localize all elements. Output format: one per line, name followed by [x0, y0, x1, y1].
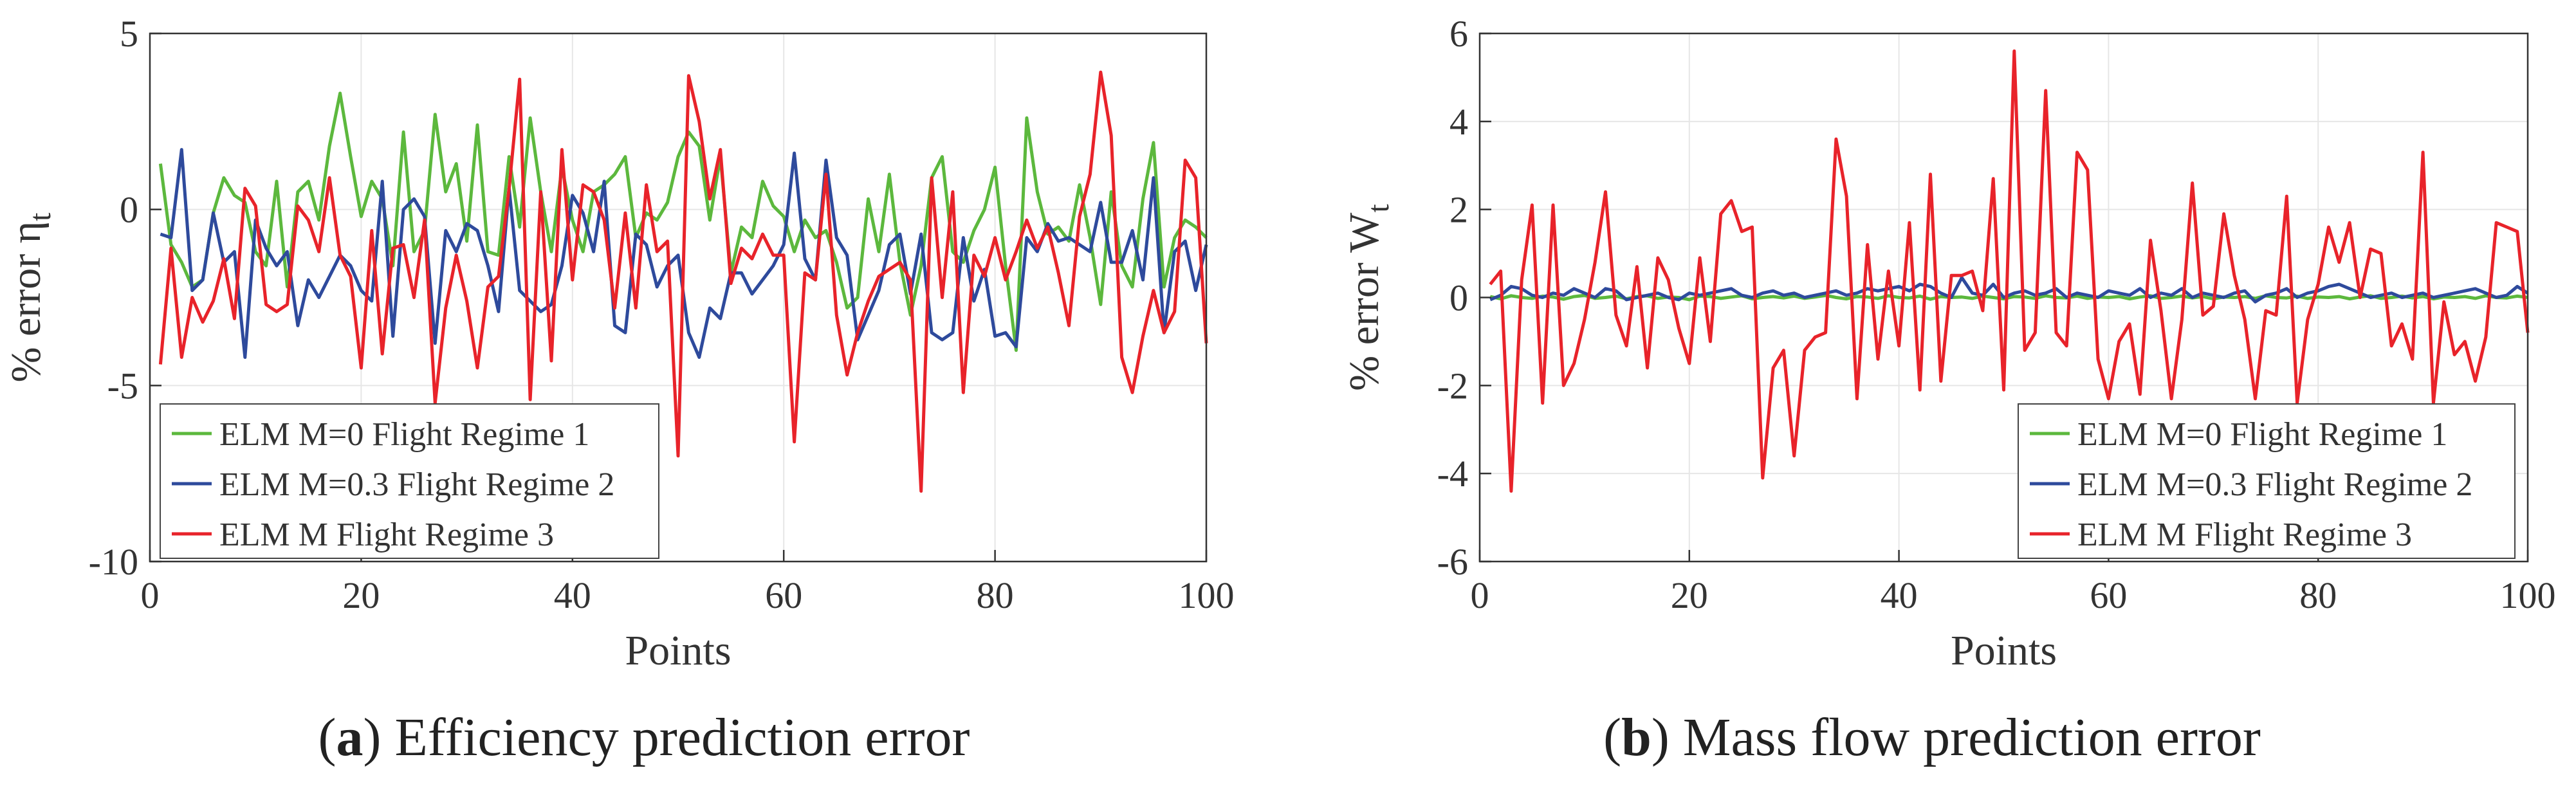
- chart1-legend-label-1: ELM M=0.3 Flight Regime 2: [2077, 466, 2472, 503]
- chart1-xlabel: Points: [1951, 627, 2057, 674]
- chart0-ylabel: % error ηt: [3, 212, 57, 383]
- caption-b: (b) Mass flow prediction error: [1603, 708, 2261, 767]
- chart1-xtick-label-3: 60: [2090, 574, 2127, 616]
- chart1-xtick-label-0: 0: [1471, 574, 1489, 616]
- chart1-series-line-0: [1489, 293, 2528, 302]
- chart1-ytick-label-6: 6: [1449, 13, 1468, 55]
- chart1-series-line-2: [1489, 49, 2530, 493]
- chart0-xtick-label-3: 60: [765, 574, 802, 616]
- chart0-legend-label-1: ELM M=0.3 Flight Regime 2: [219, 466, 614, 503]
- chart1-xtick-label-5: 100: [2500, 574, 2556, 616]
- caption-a-text: Efficiency prediction error: [394, 708, 970, 767]
- mass-flow-error-chart: 0 20 40 60 80 100 -6 -4 -2 0 2 4 6 Points % error Wt EL…: [1341, 13, 2556, 674]
- chart1-legend-label-2: ELM M Flight Regime 3: [2077, 516, 2412, 553]
- chart1-ytick-label-5: 4: [1449, 101, 1468, 143]
- chart1-xtick-label-2: 40: [1881, 574, 1918, 616]
- chart0-ylabel-subscript: t: [23, 212, 57, 221]
- panel-a: 0 20 40 60 80 100 -10 -5 0 5 Points % error ηt ELM M…: [3, 13, 1235, 767]
- chart0-legend-box: [160, 403, 659, 559]
- chart0-series-line-2: [158, 70, 1208, 493]
- chart0-legend-label-0: ELM M=0 Flight Regime 1: [219, 416, 589, 453]
- chart0-legend-label-2: ELM M Flight Regime 3: [219, 516, 554, 553]
- chart0-ytick-label-0: -10: [89, 541, 138, 583]
- chart0-series-line-0: [158, 91, 1208, 352]
- chart0-xtick-label-2: 40: [554, 574, 591, 616]
- chart1-xtick-label-4: 80: [2299, 574, 2337, 616]
- chart0-xtick-label-0: 0: [141, 574, 160, 616]
- panel-b: 0 20 40 60 80 100 -6 -4 -2 0 2 4 6 Points % error Wt EL…: [1288, 0, 2576, 786]
- chart1-ylabel: % error Wt: [1341, 204, 1395, 391]
- chart1-ytick-label-1: -4: [1437, 453, 1468, 495]
- chart0-axes-box: [149, 32, 1208, 563]
- chart0-xtick-label-5: 100: [1179, 574, 1235, 616]
- caption-b-text: Mass flow prediction error: [1682, 708, 2261, 767]
- chart0-xtick-label-1: 20: [342, 574, 380, 616]
- chart1-ytick-label-2: -2: [1437, 365, 1468, 407]
- caption-b-letter: b: [1621, 708, 1651, 767]
- chart1-ylabel-subscript: t: [1361, 204, 1395, 213]
- chart0-xlabel: Points: [625, 627, 731, 674]
- chart1-series-line-1: [1489, 276, 2529, 304]
- chart0-ylabel-main: % error η: [3, 221, 50, 383]
- caption-a: (a) Efficiency prediction error: [318, 708, 970, 767]
- chart1-legend-box: [2018, 403, 2516, 559]
- chart1-ytick-label-4: 2: [1449, 189, 1468, 231]
- efficiency-error-chart: 0 20 40 60 80 100 -10 -5 0 5 Points % error ηt ELM M…: [3, 13, 1235, 674]
- chart1-legend-label-0: ELM M=0 Flight Regime 1: [2077, 416, 2447, 453]
- chart0-xtick-label-4: 80: [977, 574, 1014, 616]
- chart1-xtick-label-1: 20: [1671, 574, 1708, 616]
- chart1-ytick-label-0: -6: [1437, 541, 1468, 583]
- chart0-ytick-label-2: 0: [120, 189, 138, 231]
- chart0-ytick-label-1: -5: [107, 365, 138, 407]
- caption-a-letter: a: [336, 708, 363, 767]
- chart1-ylabel-main: % error W: [1341, 212, 1388, 391]
- chart1-ytick-label-3: 0: [1449, 277, 1468, 319]
- chart0-ytick-label-3: 5: [120, 13, 138, 55]
